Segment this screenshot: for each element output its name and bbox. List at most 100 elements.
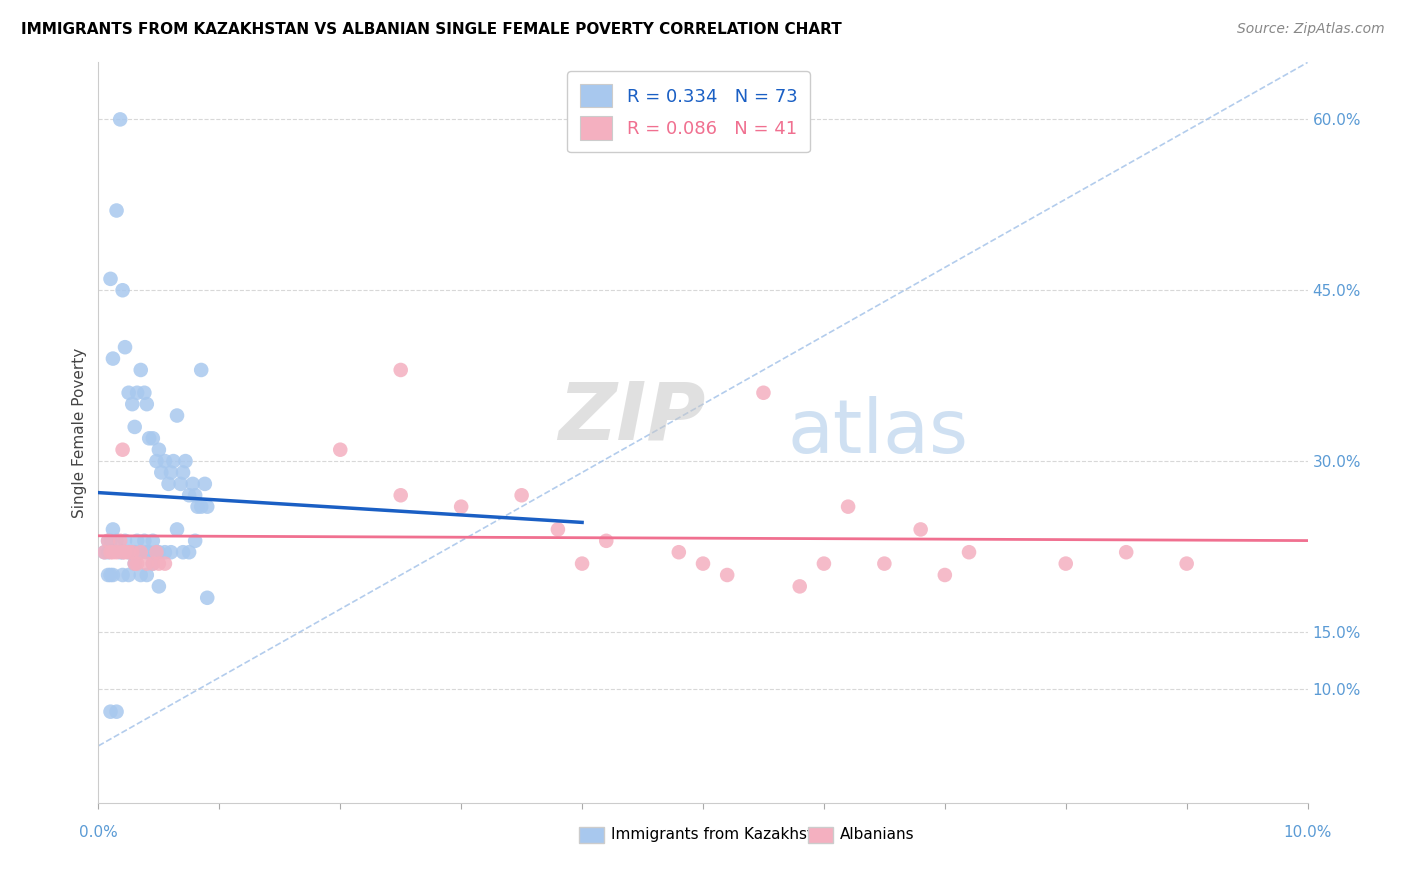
Point (692, 557, 714, 571)
Point (101, 568, 124, 582)
Point (179, 545, 201, 559)
Point (389, 488, 412, 502)
Text: Immigrants from Kazakhstan: Immigrants from Kazakhstan (612, 828, 832, 842)
Point (118, 568, 141, 582)
Point (1175, 557, 1198, 571)
Point (181, 476, 204, 491)
Point (100, 272, 122, 286)
Point (118, 545, 141, 559)
Point (121, 397, 143, 411)
Point (145, 545, 167, 559)
Text: ZIP: ZIP (558, 379, 706, 457)
Point (124, 557, 146, 571)
Point (108, 533, 131, 548)
Point (135, 545, 157, 559)
Point (105, 533, 128, 548)
Point (595, 533, 617, 548)
Point (97, 568, 120, 582)
Point (329, 442, 352, 457)
Point (150, 466, 173, 480)
Text: Source: ZipAtlas.com: Source: ZipAtlas.com (1237, 22, 1385, 37)
Point (111, 545, 134, 559)
Point (194, 476, 217, 491)
Point (138, 545, 160, 559)
Point (142, 557, 165, 571)
Point (101, 523, 124, 537)
Point (571, 557, 593, 571)
Point (957, 545, 980, 559)
Point (195, 500, 218, 514)
Point (148, 557, 170, 571)
Point (93, 545, 115, 559)
Point (135, 557, 157, 571)
Point (134, 533, 156, 548)
Point (100, 705, 122, 719)
Point (129, 545, 152, 559)
Point (934, 568, 956, 582)
Point (166, 409, 188, 423)
Point (148, 579, 170, 593)
Point (108, 545, 131, 559)
Point (389, 363, 412, 377)
Point (184, 488, 207, 502)
Point (145, 545, 167, 559)
Point (153, 557, 176, 571)
Point (179, 488, 201, 502)
Point (668, 545, 690, 559)
Point (190, 363, 212, 377)
Point (752, 385, 775, 400)
Point (145, 454, 167, 468)
Point (510, 488, 533, 502)
Point (142, 533, 165, 548)
Point (108, 112, 131, 127)
Point (121, 545, 143, 559)
Point (111, 545, 134, 559)
Point (97, 533, 120, 548)
Point (101, 545, 124, 559)
Point (153, 545, 176, 559)
Point (100, 568, 122, 582)
Point (450, 500, 472, 514)
Point (547, 523, 569, 537)
Point (101, 351, 124, 366)
Point (114, 533, 136, 548)
Point (121, 545, 143, 559)
Point (114, 545, 136, 559)
Point (184, 533, 207, 548)
Text: 0.0%: 0.0% (79, 825, 118, 840)
Point (142, 557, 165, 571)
Point (105, 545, 128, 559)
Point (118, 385, 141, 400)
Point (162, 454, 184, 468)
Point (135, 568, 157, 582)
Point (174, 454, 197, 468)
Point (160, 545, 183, 559)
Point (118, 545, 141, 559)
Point (124, 545, 146, 559)
Point (148, 545, 170, 559)
Point (837, 500, 859, 514)
Point (114, 340, 136, 354)
Text: IMMIGRANTS FROM KAZAKHSTAN VS ALBANIAN SINGLE FEMALE POVERTY CORRELATION CHART: IMMIGRANTS FROM KAZAKHSTAN VS ALBANIAN S… (21, 22, 842, 37)
Point (100, 533, 122, 548)
Point (129, 363, 152, 377)
Point (1115, 545, 1137, 559)
Point (138, 431, 160, 445)
Point (169, 476, 191, 491)
Point (124, 420, 146, 434)
Point (111, 568, 134, 582)
Point (105, 203, 128, 218)
Text: atlas: atlas (787, 396, 969, 469)
Point (172, 466, 194, 480)
Legend: R = 0.334   N = 73, R = 0.086   N = 41: R = 0.334 N = 73, R = 0.086 N = 41 (567, 71, 810, 153)
Point (111, 442, 134, 457)
Point (127, 533, 149, 548)
Point (716, 568, 738, 582)
Point (135, 397, 157, 411)
Point (93, 545, 115, 559)
Point (172, 545, 194, 559)
Point (127, 385, 149, 400)
Point (789, 579, 811, 593)
Point (100, 545, 122, 559)
Point (97, 545, 120, 559)
